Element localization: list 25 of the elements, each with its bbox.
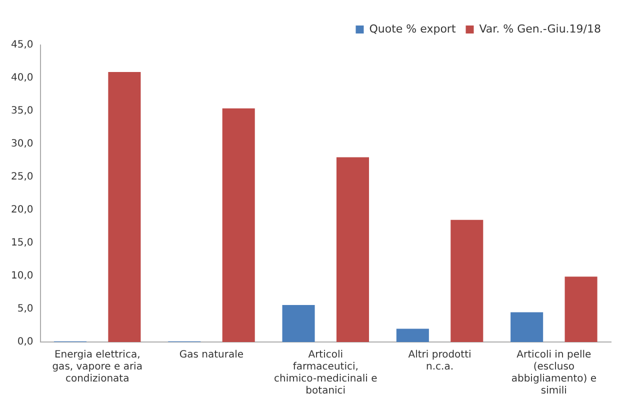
x-tick-label: Articoli in pelle (escluso abbigliamento) e simili [511, 350, 596, 397]
y-tick-label: 35,0 [11, 106, 34, 117]
bar [564, 276, 598, 342]
bar [282, 305, 315, 342]
x-tick-label: Energia elettrica, gas, vapore e aria condizionata [52, 350, 142, 385]
y-tick-label: 25,0 [11, 172, 34, 183]
y-tick-label: 30,0 [11, 138, 34, 150]
y-tick-label: 15,0 [11, 238, 34, 249]
bar [450, 220, 484, 342]
y-tick-label: 0,0 [17, 336, 34, 348]
legend-label: Var. % Gen.-Giu.19/18 [479, 22, 602, 36]
y-tick-label: 10,0 [11, 270, 34, 282]
x-tick-label: Articoli farmaceutici, chimico-medicinali e botanici [274, 350, 378, 397]
bar [396, 328, 429, 342]
x-tick-label: Gas naturale [179, 350, 244, 361]
legend-label: Quote % export [369, 22, 456, 36]
bar [510, 312, 544, 342]
y-tick-label: 40,0 [11, 72, 34, 84]
x-tick-label: Altri prodotti n.c.a. [408, 350, 472, 373]
y-tick-label: 5,0 [17, 304, 34, 315]
bar [222, 108, 255, 342]
y-tick-label: 20,0 [11, 204, 34, 216]
bar [108, 72, 141, 342]
bar [336, 157, 370, 342]
y-tick-label: 45,0 [11, 40, 34, 51]
